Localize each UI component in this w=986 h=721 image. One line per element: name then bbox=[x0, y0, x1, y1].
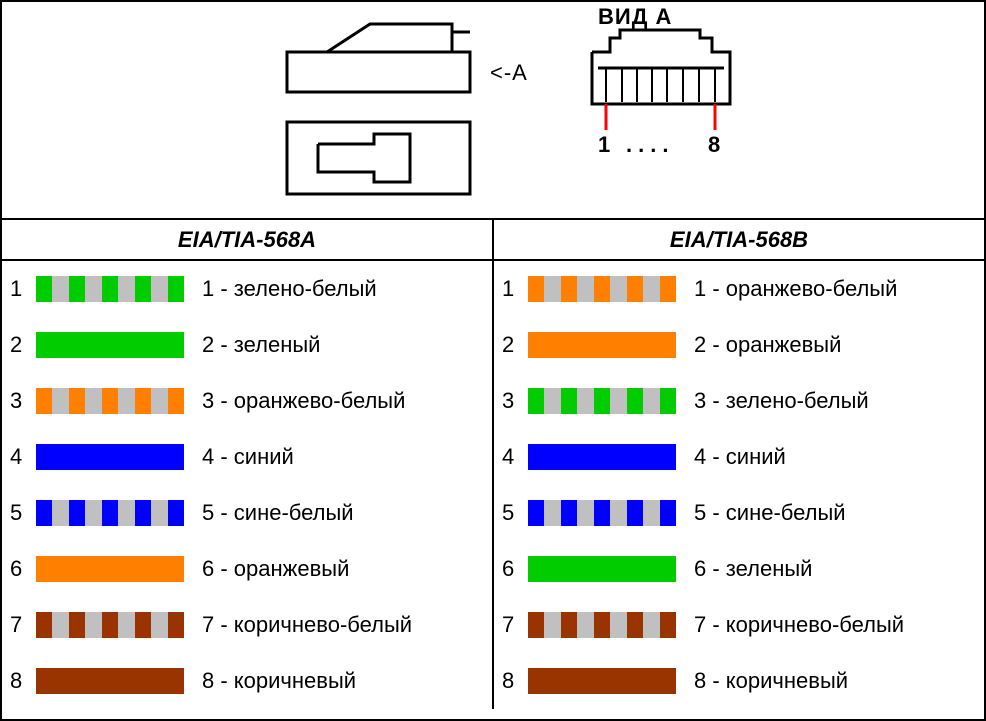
wire-swatch bbox=[528, 612, 676, 638]
wire-row: 8 8 - коричневый bbox=[494, 653, 984, 709]
wire-label: 4 - синий bbox=[202, 444, 294, 470]
standard-header-b: EIA/TIA-568B bbox=[494, 220, 984, 261]
wire-index: 6 bbox=[10, 556, 32, 582]
wire-row: 1 1 - зелено-белый bbox=[2, 261, 492, 317]
wire-row: 3 3 - зелено-белый bbox=[494, 373, 984, 429]
standard-header-a: EIA/TIA-568A bbox=[2, 220, 492, 261]
wire-index: 7 bbox=[10, 612, 32, 638]
wire-swatch bbox=[528, 276, 676, 302]
wire-label: 7 - коричнево-белый bbox=[694, 612, 904, 638]
wire-swatch bbox=[36, 500, 184, 526]
page-root: ВИД A <-A 1 .... 8 EIA/TIA-568A 1 1 - зел… bbox=[0, 0, 986, 721]
wire-index: 1 bbox=[10, 276, 32, 302]
wire-index: 8 bbox=[502, 668, 524, 694]
connector-diagram: ВИД A <-A 1 .... 8 bbox=[2, 2, 984, 220]
wire-row: 7 7 - коричнево-белый bbox=[2, 597, 492, 653]
wire-label: 1 - оранжево-белый bbox=[694, 276, 897, 302]
wire-label: 5 - сине-белый bbox=[202, 500, 354, 526]
wire-index: 7 bbox=[502, 612, 524, 638]
wire-index: 2 bbox=[10, 332, 32, 358]
wire-label: 8 - коричневый bbox=[202, 668, 356, 694]
wire-index: 5 bbox=[502, 500, 524, 526]
wire-row: 3 3 - оранжево-белый bbox=[2, 373, 492, 429]
wire-label: 3 - зелено-белый bbox=[694, 388, 869, 414]
wire-row: 5 5 - сине-белый bbox=[494, 485, 984, 541]
wire-label: 5 - сине-белый bbox=[694, 500, 846, 526]
wire-swatch bbox=[528, 332, 676, 358]
wire-row: 7 7 - коричнево-белый bbox=[494, 597, 984, 653]
standards-table: EIA/TIA-568A 1 1 - зелено-белый 2 2 - зелен… bbox=[2, 220, 984, 709]
wire-index: 1 bbox=[502, 276, 524, 302]
wire-row: 5 5 - сине-белый bbox=[2, 485, 492, 541]
wire-label: 8 - коричневый bbox=[694, 668, 848, 694]
wire-list-b: 1 1 - оранжево-белый 2 2 - оранжевый 3 3 - зе… bbox=[494, 261, 984, 709]
wire-label: 6 - оранжевый bbox=[202, 556, 349, 582]
wire-row: 8 8 - коричневый bbox=[2, 653, 492, 709]
wire-row: 6 6 - оранжевый bbox=[2, 541, 492, 597]
wire-index: 3 bbox=[10, 388, 32, 414]
wire-swatch bbox=[528, 668, 676, 694]
wire-label: 4 - синий bbox=[694, 444, 786, 470]
wire-row: 6 6 - зеленый bbox=[494, 541, 984, 597]
pin8-label: 8 bbox=[708, 132, 721, 158]
wire-label: 7 - коричнево-белый bbox=[202, 612, 412, 638]
wire-row: 1 1 - оранжево-белый bbox=[494, 261, 984, 317]
wire-row: 4 4 - синий bbox=[2, 429, 492, 485]
view-a-label: ВИД A bbox=[598, 4, 672, 30]
wire-swatch bbox=[36, 276, 184, 302]
wire-label: 2 - оранжевый bbox=[694, 332, 841, 358]
standard-568a: EIA/TIA-568A 1 1 - зелено-белый 2 2 - зелен… bbox=[2, 220, 494, 709]
wire-swatch bbox=[36, 612, 184, 638]
wire-index: 6 bbox=[502, 556, 524, 582]
wire-swatch bbox=[36, 556, 184, 582]
connector-svg bbox=[2, 2, 984, 218]
wire-index: 4 bbox=[502, 444, 524, 470]
wire-label: 6 - зеленый bbox=[694, 556, 812, 582]
wire-list-a: 1 1 - зелено-белый 2 2 - зеленый 3 3 - оранже… bbox=[2, 261, 492, 709]
wire-swatch bbox=[528, 388, 676, 414]
wire-swatch bbox=[528, 444, 676, 470]
wire-swatch bbox=[528, 500, 676, 526]
wire-swatch bbox=[36, 668, 184, 694]
standard-568b: EIA/TIA-568B 1 1 - оранжево-белый 2 2 - ора… bbox=[494, 220, 984, 709]
wire-swatch bbox=[36, 388, 184, 414]
wire-label: 3 - оранжево-белый bbox=[202, 388, 405, 414]
wire-index: 8 bbox=[10, 668, 32, 694]
wire-label: 1 - зелено-белый bbox=[202, 276, 377, 302]
wire-row: 2 2 - оранжевый bbox=[494, 317, 984, 373]
wire-swatch bbox=[528, 556, 676, 582]
wire-label: 2 - зеленый bbox=[202, 332, 320, 358]
pin1-label: 1 bbox=[598, 132, 611, 158]
wire-index: 5 bbox=[10, 500, 32, 526]
wire-index: 4 bbox=[10, 444, 32, 470]
wire-row: 4 4 - синий bbox=[494, 429, 984, 485]
wire-swatch bbox=[36, 332, 184, 358]
arrow-a-label: <-A bbox=[490, 60, 528, 86]
wire-index: 3 bbox=[502, 388, 524, 414]
pin-dots: .... bbox=[626, 132, 674, 158]
wire-swatch bbox=[36, 444, 184, 470]
wire-index: 2 bbox=[502, 332, 524, 358]
wire-row: 2 2 - зеленый bbox=[2, 317, 492, 373]
